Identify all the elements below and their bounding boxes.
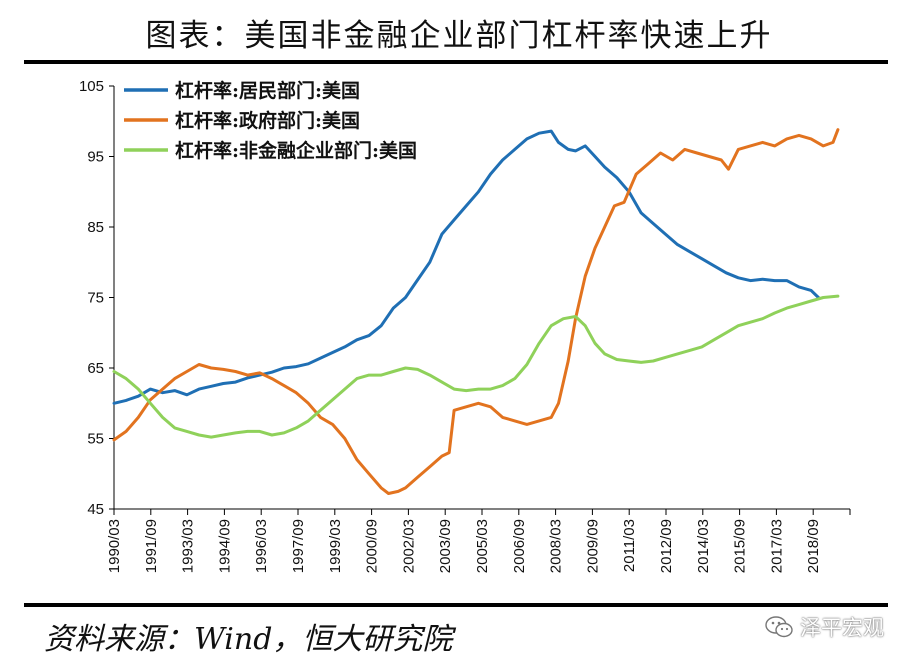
x-tick-label: 2002/03: [400, 519, 417, 573]
y-tick-label: 65: [87, 360, 104, 377]
legend-label: 杠杆率:居民部门:美国: [175, 79, 360, 102]
x-tick-label: 2006/09: [511, 519, 528, 573]
x-tick-label: 2017/03: [768, 519, 785, 573]
series-line-0: [112, 129, 820, 405]
source-note: 资料来源：Wind，恒大研究院: [44, 622, 453, 657]
wechat-icon: [765, 616, 793, 638]
legend-label: 杠杆率:政府部门:美国: [175, 109, 360, 132]
x-axis-ticks: 1990/03 1991/09 1993/03 1994/09 1996/03 1997/…: [106, 509, 851, 573]
x-tick-label: 1990/03: [106, 519, 123, 573]
x-tick-label: 2009/09: [584, 519, 601, 573]
x-tick-label: 1994/09: [216, 519, 233, 573]
chart-title: 图表：美国非金融企业部门杠杆率快速上升: [145, 18, 773, 54]
watermark-text: 泽平宏观: [800, 616, 884, 640]
y-tick-label: 105: [79, 78, 104, 95]
y-tick-label: 95: [87, 149, 104, 166]
watermark: 泽平宏观: [764, 612, 884, 642]
series-line-1: [112, 128, 840, 495]
x-tick-label: 2005/03: [474, 519, 491, 573]
y-axis-ticks: 45 55 65 75 85 95 105: [79, 78, 114, 518]
x-tick-label: 2014/03: [695, 519, 712, 573]
y-tick-label: 45: [87, 501, 104, 518]
x-tick-label: 2018/09: [805, 519, 822, 573]
y-tick-label: 85: [87, 219, 104, 236]
series-line-2: [112, 294, 840, 439]
footer-rule: [24, 603, 888, 607]
x-tick-label: 2000/09: [364, 519, 381, 573]
x-tick-label: 1991/09: [143, 519, 160, 573]
x-tick-label: 1996/03: [253, 519, 270, 573]
x-tick-label: 2003/09: [437, 519, 454, 573]
x-tick-label: 1993/03: [180, 519, 197, 573]
x-tick-label: 2015/09: [732, 519, 749, 573]
title-rule: [24, 60, 888, 64]
y-tick-label: 75: [87, 290, 104, 307]
x-tick-label: 2012/09: [658, 519, 675, 573]
x-tick-label: 1997/09: [290, 519, 307, 573]
y-tick-label: 55: [87, 431, 104, 448]
x-tick-label: 1999/03: [327, 519, 344, 573]
x-tick-label: 2008/03: [548, 519, 565, 573]
x-tick-label: 2011/03: [621, 519, 638, 572]
legend-label: 杠杆率:非金融企业部门:美国: [175, 139, 417, 162]
series-lines: [112, 128, 840, 495]
